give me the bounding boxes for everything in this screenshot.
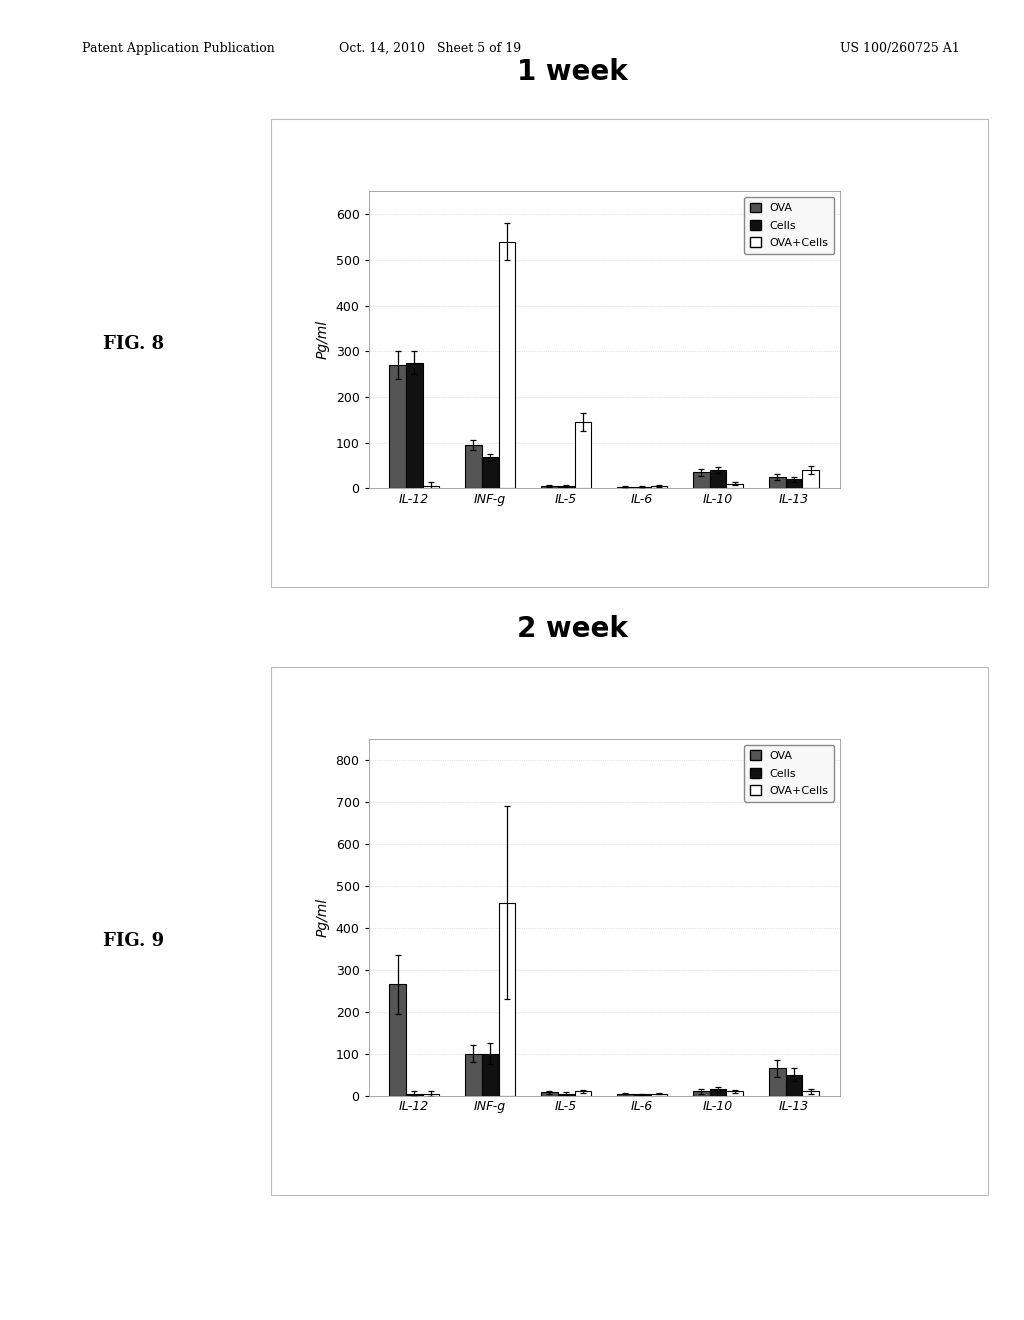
Bar: [541, 1092, 558, 1096]
Text: 2 week: 2 week: [517, 615, 628, 643]
Text: Oct. 14, 2010   Sheet 5 of 19: Oct. 14, 2010 Sheet 5 of 19: [339, 42, 521, 55]
Bar: [574, 1092, 591, 1096]
Bar: [710, 1089, 726, 1096]
Bar: [423, 1093, 439, 1096]
Bar: [406, 363, 423, 488]
Bar: [558, 486, 574, 488]
Legend: OVA, Cells, OVA+Cells: OVA, Cells, OVA+Cells: [744, 744, 835, 801]
Text: US 100/260725 A1: US 100/260725 A1: [840, 42, 959, 55]
Bar: [499, 242, 515, 488]
Bar: [650, 486, 668, 488]
Bar: [710, 470, 726, 488]
Text: Patent Application Publication: Patent Application Publication: [82, 42, 274, 55]
Text: FIG. 8: FIG. 8: [102, 335, 164, 352]
Bar: [634, 487, 650, 488]
Bar: [389, 985, 406, 1096]
Bar: [726, 484, 743, 488]
Bar: [769, 1068, 785, 1096]
Bar: [465, 1053, 482, 1096]
Bar: [389, 366, 406, 488]
Bar: [465, 445, 482, 488]
Bar: [482, 457, 499, 488]
Bar: [693, 1092, 710, 1096]
Bar: [423, 486, 439, 488]
Bar: [785, 479, 803, 488]
Legend: OVA, Cells, OVA+Cells: OVA, Cells, OVA+Cells: [744, 197, 835, 253]
Bar: [482, 1053, 499, 1096]
Text: 1 week: 1 week: [517, 58, 628, 86]
Bar: [617, 487, 634, 488]
Text: FIG. 9: FIG. 9: [102, 932, 164, 950]
Bar: [499, 903, 515, 1096]
Y-axis label: Pg/ml: Pg/ml: [316, 321, 330, 359]
Bar: [785, 1074, 803, 1096]
Bar: [406, 1093, 423, 1096]
Bar: [769, 477, 785, 488]
Bar: [617, 1093, 634, 1096]
Bar: [558, 1093, 574, 1096]
Bar: [803, 470, 819, 488]
Bar: [726, 1092, 743, 1096]
Bar: [650, 1093, 668, 1096]
Y-axis label: Pg/ml: Pg/ml: [316, 898, 330, 937]
Bar: [541, 486, 558, 488]
Bar: [574, 422, 591, 488]
Bar: [693, 473, 710, 488]
Bar: [803, 1092, 819, 1096]
